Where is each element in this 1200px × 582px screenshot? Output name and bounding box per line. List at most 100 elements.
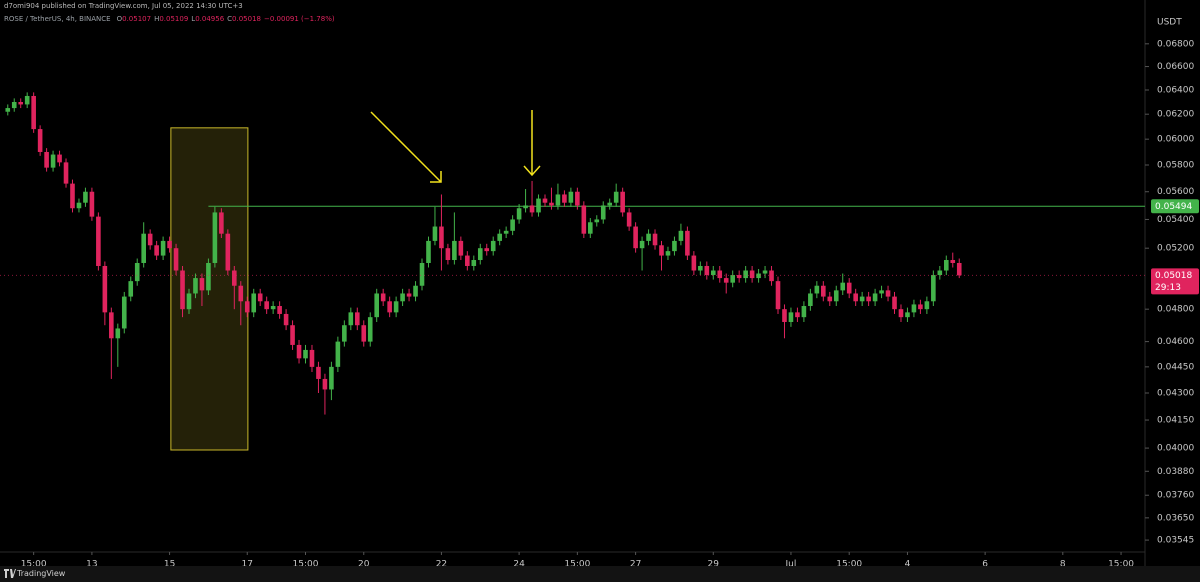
change: −0.00091 (−1.78%) xyxy=(264,15,335,23)
candle-body xyxy=(536,198,541,213)
candle-body xyxy=(866,296,871,302)
candle xyxy=(121,291,127,334)
y-tick-label: 0.06800 xyxy=(1157,39,1194,49)
candle xyxy=(872,288,878,307)
ohlc-key: L xyxy=(191,15,196,23)
candle xyxy=(212,206,218,268)
candle xyxy=(918,299,923,314)
candle-body xyxy=(193,278,198,294)
candle xyxy=(678,223,684,246)
candle xyxy=(238,281,244,326)
candle xyxy=(128,276,134,302)
candle xyxy=(380,288,386,307)
candle xyxy=(406,288,412,302)
candle-body xyxy=(529,205,535,213)
candle-body xyxy=(225,233,231,271)
candle-body xyxy=(270,306,276,310)
candle-body xyxy=(445,248,451,261)
x-tick-label: 15:00 xyxy=(21,560,47,567)
candle xyxy=(665,246,671,261)
candle xyxy=(620,187,625,217)
candle xyxy=(924,296,930,314)
level-label: 0.05494 xyxy=(1155,202,1192,212)
candle xyxy=(555,183,561,210)
candle-body xyxy=(555,194,561,206)
candle-body xyxy=(471,260,477,266)
candle-body xyxy=(232,270,237,286)
candle xyxy=(193,273,198,299)
candle-body xyxy=(620,191,625,213)
candle-body xyxy=(173,248,179,271)
candle-body xyxy=(283,313,289,326)
x-tick-label: 6 xyxy=(982,560,988,567)
candle xyxy=(225,229,231,276)
candle xyxy=(652,229,658,250)
candle-body xyxy=(290,325,295,345)
candle-body xyxy=(710,270,716,276)
candle-body xyxy=(24,95,30,105)
candle xyxy=(685,226,690,261)
candle-body xyxy=(833,290,839,302)
candle xyxy=(795,307,800,322)
candle-body xyxy=(827,296,833,302)
candle xyxy=(762,265,768,279)
candle xyxy=(50,150,56,172)
candle xyxy=(367,312,373,347)
candle-body xyxy=(704,265,710,276)
candle xyxy=(859,291,865,307)
candle xyxy=(11,98,17,112)
candle xyxy=(458,236,464,261)
candle-body xyxy=(762,270,768,274)
candle-body xyxy=(678,230,684,241)
candle-body xyxy=(206,262,211,291)
candle-body xyxy=(639,240,645,249)
candle xyxy=(374,288,380,322)
candle-body xyxy=(626,212,632,227)
symbol-legend: ROSE / TetherUS, 4h, BINANCE O0.05107 H0.0… xyxy=(4,15,338,23)
candle-body xyxy=(853,293,858,302)
candle xyxy=(400,288,405,307)
candle-body xyxy=(413,285,418,297)
candle-body xyxy=(924,301,930,310)
candle xyxy=(730,270,735,288)
candle-body xyxy=(89,191,95,217)
candle xyxy=(186,288,192,314)
candle xyxy=(154,240,159,261)
y-tick-label: 0.03650 xyxy=(1157,513,1194,523)
candle xyxy=(484,243,490,256)
candle-body xyxy=(788,312,794,322)
candle xyxy=(594,215,600,227)
candle-body xyxy=(581,205,587,234)
candle-body xyxy=(128,281,134,297)
candle-body xyxy=(600,205,606,220)
candle-body xyxy=(918,304,923,310)
candle xyxy=(167,236,172,253)
candle-body xyxy=(63,162,69,184)
candle xyxy=(879,285,884,299)
candle xyxy=(775,276,781,314)
candle-body xyxy=(303,349,308,359)
candle xyxy=(57,150,62,167)
x-tick-label: 4 xyxy=(905,560,911,567)
candle xyxy=(445,243,451,265)
candle-body xyxy=(264,301,269,310)
candle xyxy=(219,208,224,239)
candle xyxy=(83,187,88,207)
candle xyxy=(277,301,282,319)
candle xyxy=(31,92,36,133)
candle xyxy=(63,158,69,188)
candle xyxy=(937,265,943,280)
candle xyxy=(846,278,852,299)
candle-body xyxy=(186,293,192,310)
candle-body xyxy=(141,233,146,263)
candle xyxy=(160,236,166,261)
candle xyxy=(342,320,347,347)
x-tick-label: 22 xyxy=(436,560,447,567)
candle xyxy=(257,288,263,307)
candle-body xyxy=(801,306,807,318)
candle-body xyxy=(691,255,697,271)
candle xyxy=(659,240,664,271)
candle-body xyxy=(380,293,386,302)
candle-body xyxy=(219,212,224,234)
candle-body xyxy=(542,198,548,203)
